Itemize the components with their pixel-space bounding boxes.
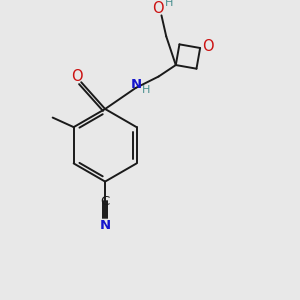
Text: H: H [165,0,173,8]
Text: O: O [70,69,82,84]
Text: C: C [100,195,110,208]
Text: O: O [202,39,214,54]
Text: O: O [152,1,164,16]
Text: H: H [142,85,150,95]
Text: N: N [100,219,111,232]
Text: N: N [131,78,142,91]
